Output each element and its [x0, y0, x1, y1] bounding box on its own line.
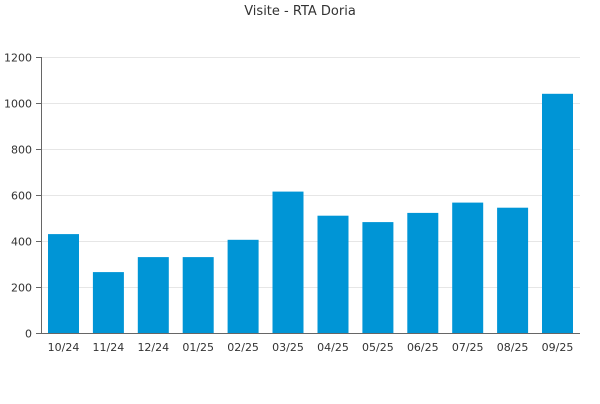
x-tick-label: 09/25	[542, 341, 574, 354]
chart-title: Visite - RTA Doria	[244, 4, 356, 19]
x-tick-label: 07/25	[452, 341, 484, 354]
x-tick-label: 10/24	[48, 341, 80, 354]
bar	[227, 239, 259, 333]
x-tick-label: 03/25	[272, 341, 304, 354]
gridlines	[41, 57, 580, 288]
bar	[92, 272, 124, 333]
bar	[497, 207, 529, 333]
axes	[36, 57, 580, 334]
bar	[542, 93, 573, 333]
x-tick-label: 05/25	[362, 341, 394, 354]
bar	[317, 215, 349, 333]
y-tick-label: 0	[25, 328, 32, 341]
y-tick-labels: 0 200 400 600 800 1000 1200	[4, 52, 32, 341]
x-tick-label: 06/25	[407, 341, 439, 354]
y-tick-label: 600	[11, 190, 32, 203]
bar	[182, 257, 214, 333]
bar	[272, 191, 304, 333]
x-tick-label: 08/25	[497, 341, 529, 354]
x-tick-label: 04/25	[317, 341, 349, 354]
x-tick-label: 02/25	[227, 341, 259, 354]
bar	[137, 257, 169, 333]
x-tick-label: 01/25	[182, 341, 214, 354]
y-tick-label: 800	[11, 144, 32, 157]
bar	[452, 202, 484, 333]
y-tick-label: 1200	[4, 52, 32, 65]
x-tick-label: 11/24	[93, 341, 125, 354]
bars	[48, 93, 573, 333]
y-tick-label: 1000	[4, 98, 32, 111]
y-tick-label: 400	[11, 236, 32, 249]
x-tick-labels: 10/24 11/24 12/24 01/25 02/25 03/25 04/25 05/25…	[48, 341, 574, 354]
y-tick-label: 200	[11, 282, 32, 295]
bar	[407, 212, 439, 333]
bar	[362, 222, 394, 333]
bar	[48, 234, 79, 333]
x-tick-label: 12/24	[137, 341, 169, 354]
